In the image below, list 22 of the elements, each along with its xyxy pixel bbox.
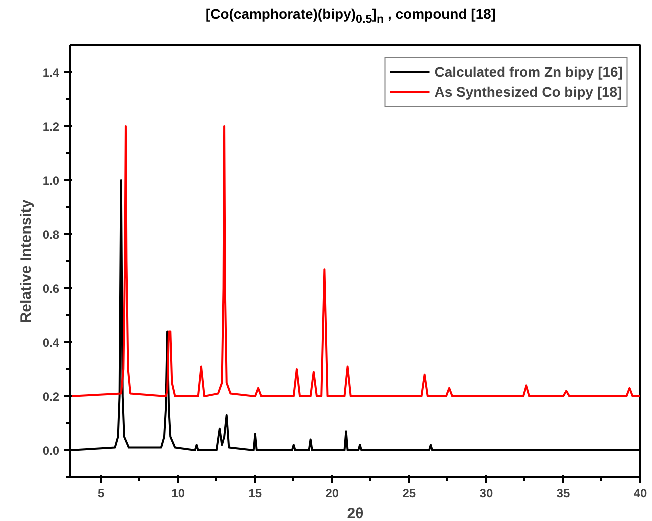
x-tick-label: 15 [248, 486, 262, 500]
x-tick-label: 10 [172, 486, 186, 500]
x-tick-label: 20 [326, 486, 340, 500]
y-tick-label: 1.4 [42, 66, 60, 80]
y-tick-label: 0.0 [42, 444, 60, 458]
y-axis-title: Relative Intensity [18, 199, 35, 324]
legend-label: As Synthesized Co bipy [18] [434, 84, 622, 100]
y-tick-label: 1.0 [42, 174, 60, 188]
y-tick-label: 0.8 [42, 228, 60, 242]
x-axis-title: 2θ [347, 506, 364, 521]
x-tick-label: 5 [98, 486, 105, 500]
x-tick-label: 30 [480, 486, 494, 500]
x-tick-label: 40 [634, 486, 648, 500]
line-series [70, 126, 640, 398]
chart-title: [Co(camphorate)(bipy)$_{0.5}$]$_{n}$ , compound [18] [206, 5, 496, 28]
legend-label: Calculated from Zn bipy [16] [434, 64, 623, 80]
x-tick-label: 35 [556, 486, 570, 500]
y-tick-label: 0.2 [42, 390, 60, 404]
y-tick-label: 0.6 [42, 282, 60, 296]
y-tick-label: 1.2 [42, 120, 60, 134]
x-tick-label: 25 [402, 486, 416, 500]
y-tick-label: 0.4 [42, 336, 60, 350]
